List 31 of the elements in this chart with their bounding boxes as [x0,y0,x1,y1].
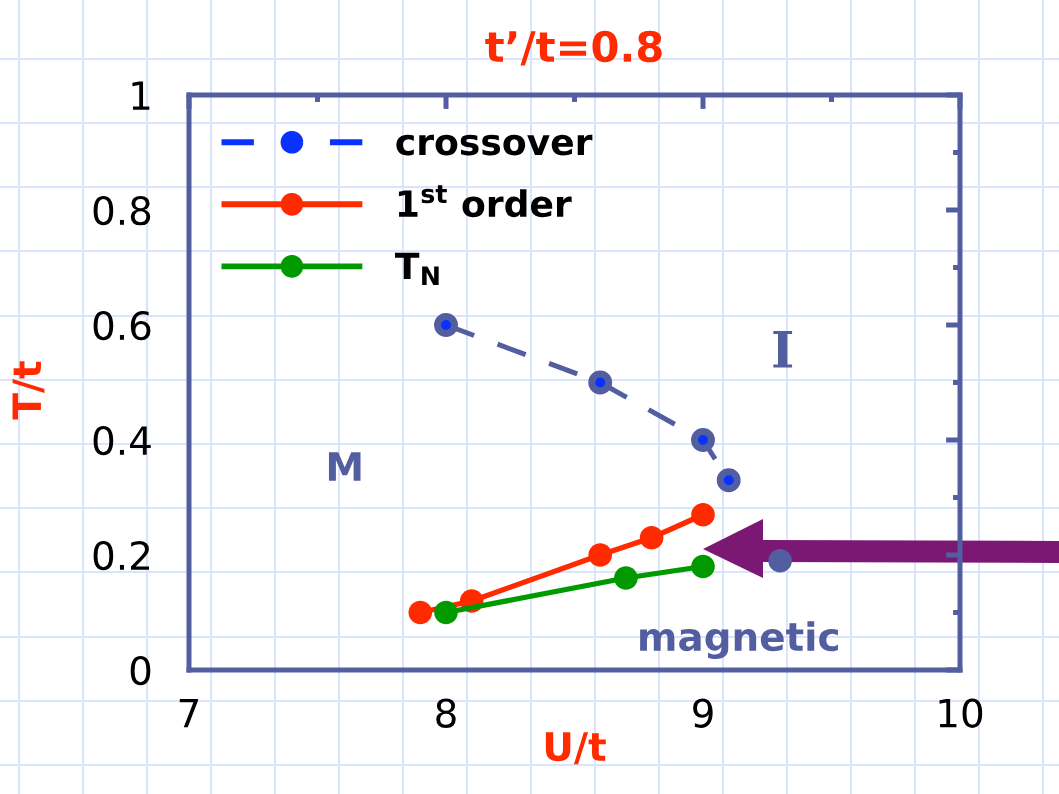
point [614,566,638,590]
y-tick-label: 0.4 [93,425,151,456]
chart-title: t’/t=0.8 [485,30,662,66]
x-tick-label: 10 [939,698,983,728]
point [434,600,458,625]
legend-label: T$_{N}$ [395,252,439,285]
y-axis-title: T/t [12,361,45,420]
point [434,313,458,337]
annotation: I [773,331,793,368]
point [691,502,715,527]
annotation: magnetic [640,621,838,660]
x-tick-label: 8 [436,698,456,728]
point [408,600,433,625]
y-tick-label: 0.8 [93,195,151,226]
point [691,554,715,579]
point [691,428,715,452]
y-tick-label: 0.2 [93,540,149,571]
legend-label: crossover [396,134,593,156]
y-tick-label: 1 [132,81,150,110]
point [588,543,613,567]
annotation: M [328,452,361,481]
point [716,468,741,493]
x-axis-title: U/t [545,732,606,765]
y-tick-label: 0.6 [93,310,151,341]
point [639,525,664,550]
x-tick-label: 9 [693,698,713,728]
point [768,548,792,573]
y-tick-label: 0 [130,655,151,686]
point [588,370,613,395]
x-tick-label: 7 [179,698,199,728]
legend-label: 1$^{st}$ order [398,185,572,218]
